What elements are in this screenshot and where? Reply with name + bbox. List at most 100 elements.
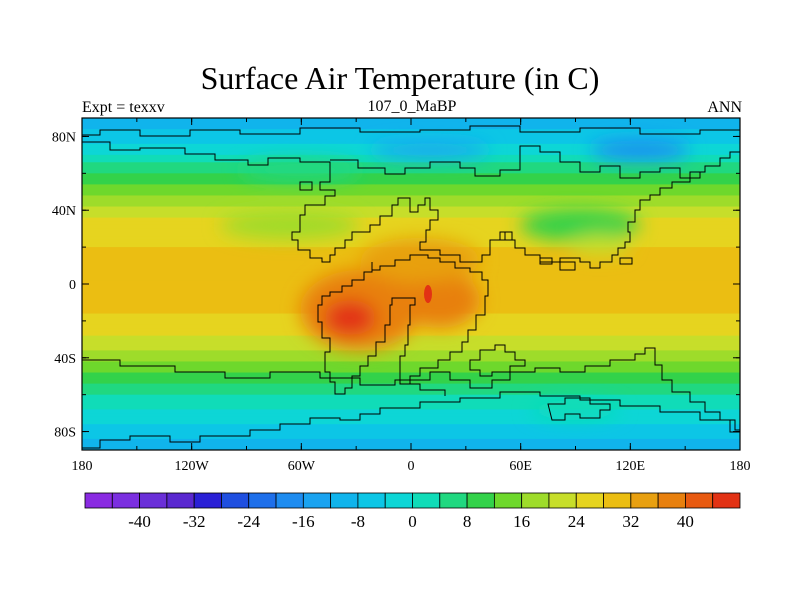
x-tick-label: 180: [730, 459, 751, 474]
temperature-band: [82, 346, 740, 351]
colorbar-tick-label: -40: [128, 512, 151, 531]
colorbar-swatch: [521, 492, 550, 509]
south-island-outline: [469, 344, 526, 377]
temperature-band: [82, 438, 740, 444]
x-tick-label: 120E: [616, 459, 646, 474]
temperature-band: [82, 335, 740, 340]
temperature-band: [82, 394, 740, 399]
temperature-band: [82, 376, 740, 381]
period-label: 107_0_MaBP: [367, 98, 457, 115]
colorbar-swatch: [330, 492, 359, 509]
south-polar-outline: [82, 391, 741, 449]
temperature-band: [82, 361, 740, 366]
colorbar-swatch: [466, 492, 495, 509]
colorbar-swatch: [657, 492, 686, 509]
colorbar-tick-label: 40: [677, 512, 694, 531]
colorbar-tick-label: 24: [568, 512, 586, 531]
north-islands-outline: [299, 181, 633, 271]
coastlines: [81, 125, 741, 449]
south-coast-outline: [82, 347, 740, 431]
temperature-band: [82, 140, 740, 145]
temperature-band: [82, 350, 740, 355]
temperature-band: [82, 199, 740, 204]
colorbar-swatch: [384, 492, 413, 509]
temperature-band: [82, 136, 740, 141]
temperature-band: [82, 195, 740, 200]
colorbar: [84, 492, 741, 509]
temperature-band: [82, 357, 740, 363]
temperature-band: [82, 162, 740, 167]
colorbar-swatch: [139, 492, 168, 509]
temperature-band: [82, 368, 740, 374]
colorbar-swatch: [412, 492, 441, 509]
north-america-inlet: [330, 145, 701, 179]
colorbar-swatch: [439, 492, 468, 509]
temperature-band: [82, 343, 740, 348]
map-title: Surface Air Temperature (in C): [200, 60, 600, 96]
y-tick-label: 40N: [52, 204, 76, 219]
y-tick-label: 80S: [54, 426, 76, 441]
temperature-band: [82, 427, 740, 433]
temperature-band: [82, 180, 740, 185]
temperature-band: [82, 191, 740, 197]
colorbar-swatch: [357, 492, 386, 509]
y-tick-label: 80N: [52, 130, 76, 145]
regional-anomalies: [220, 140, 690, 420]
x-tick-label: 120W: [175, 459, 210, 474]
temperature-band: [82, 173, 740, 178]
temperature-band: [82, 129, 740, 134]
colorbar-swatch: [712, 492, 741, 509]
colorbar-swatch: [166, 492, 195, 509]
colorbar-swatch: [275, 492, 304, 509]
temperature-band: [82, 390, 740, 396]
temperature-band: [82, 379, 740, 385]
temperature-band: [82, 413, 740, 418]
colorbar-swatch: [548, 492, 577, 509]
temperature-band: [82, 365, 740, 370]
temperature-band: [82, 184, 740, 189]
colorbar-swatch: [685, 492, 714, 509]
temperature-band: [82, 224, 740, 230]
temperature-band: [82, 158, 740, 163]
axis-ticks: [81, 118, 741, 450]
temperature-band: [82, 213, 740, 219]
temperature-band: [82, 331, 740, 337]
temperature-band: [82, 416, 740, 422]
south-plateau-outline: [547, 397, 611, 421]
colorbar-tick-label: -32: [183, 512, 206, 531]
central-landmass-outline: [317, 254, 489, 395]
temperature-band: [82, 372, 740, 377]
temperature-band: [82, 431, 740, 436]
y-tick-label: 0: [69, 278, 76, 293]
colorbar-labels: -40 -32 -24 -16 -8 0 8 16 24 32 40: [128, 512, 694, 531]
colorbar-swatch: [111, 492, 140, 509]
temperature-band: [82, 387, 740, 392]
temperature-band: [82, 206, 740, 211]
longitude-labels: 180 120W 60W 0 60E 120E 180: [72, 459, 751, 474]
x-tick-label: 0: [408, 459, 415, 474]
temperature-band: [82, 228, 740, 233]
colorbar-tick-label: 0: [408, 512, 417, 531]
temperature-band: [82, 354, 740, 359]
southern-inner-outline: [400, 383, 446, 396]
colorbar-swatch: [493, 492, 523, 509]
colorbar-tick-label: -8: [351, 512, 365, 531]
x-tick-label: 180: [72, 459, 93, 474]
north-polar-outline: [81, 125, 740, 142]
colorbar-swatch: [84, 492, 113, 509]
colorbar-swatch: [302, 492, 332, 509]
temperature-band: [82, 132, 740, 138]
temperature-band: [82, 383, 740, 388]
temperature-band: [82, 409, 740, 414]
temperature-band: [82, 188, 740, 193]
latitude-labels: 80N 40N 0 40S 80S: [52, 130, 76, 440]
temperature-band: [82, 177, 740, 182]
colorbar-swatch: [603, 492, 632, 509]
temperature-band: [82, 424, 740, 429]
temperature-band: [82, 169, 740, 174]
temperature-band: [82, 217, 740, 222]
colorbar-swatch: [575, 492, 604, 509]
colorbar-tick-label: 8: [463, 512, 472, 531]
